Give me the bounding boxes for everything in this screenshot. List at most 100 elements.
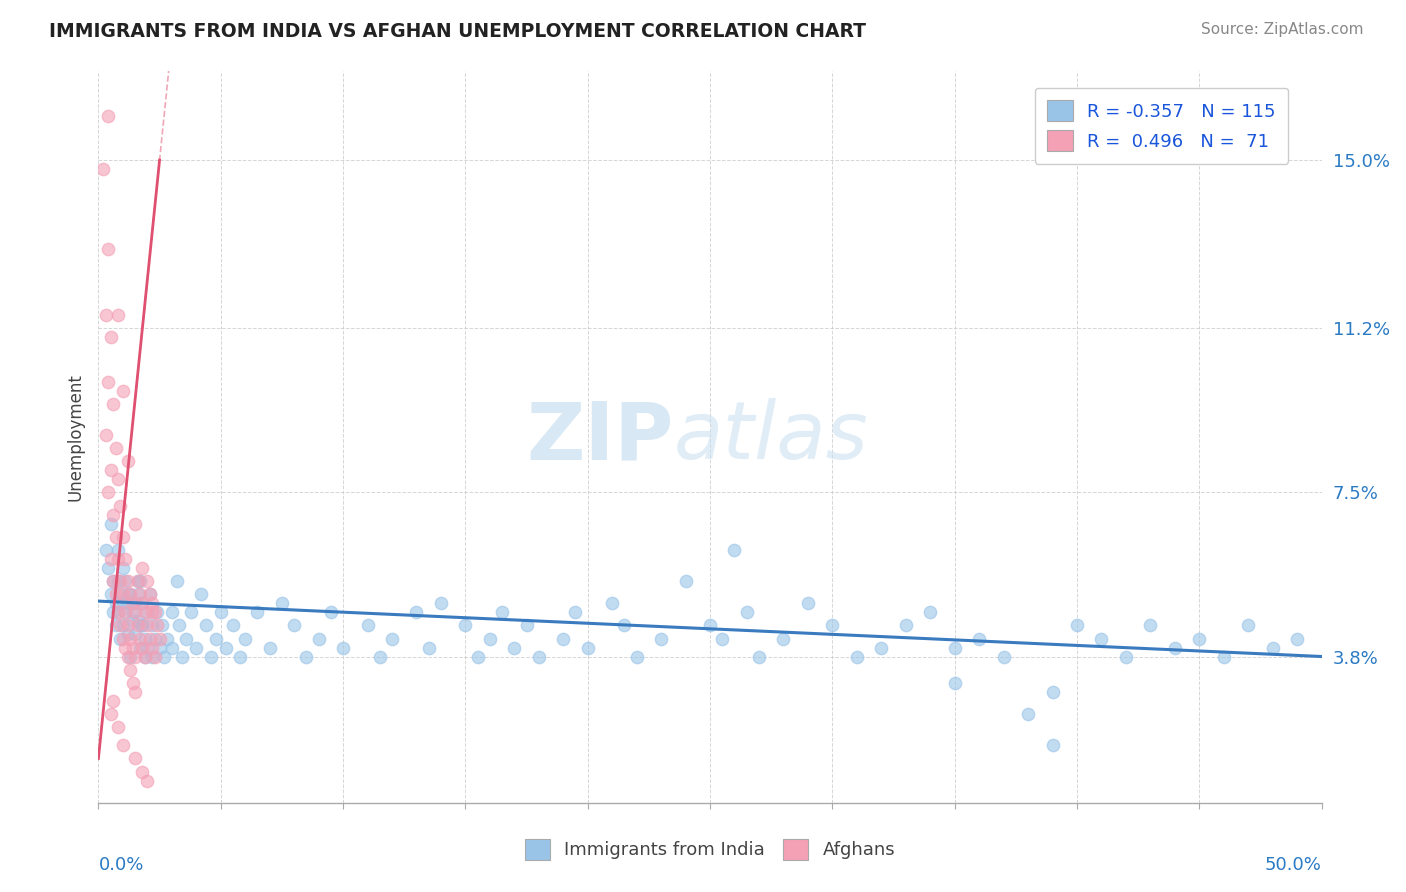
Point <box>134 649 156 664</box>
Point <box>124 596 146 610</box>
Point <box>101 508 124 522</box>
Point <box>295 649 318 664</box>
Point <box>1017 707 1039 722</box>
Point <box>1188 632 1211 646</box>
Point <box>124 685 146 699</box>
Point <box>129 574 152 589</box>
Point <box>553 632 575 646</box>
Point <box>107 605 129 619</box>
Point <box>190 587 212 601</box>
Point <box>131 618 153 632</box>
Point <box>100 587 122 601</box>
Point <box>134 605 156 619</box>
Point <box>1164 640 1187 655</box>
Point <box>141 605 163 619</box>
Point <box>943 676 966 690</box>
Point <box>356 618 378 632</box>
Point <box>110 499 132 513</box>
Point <box>131 561 153 575</box>
Point <box>141 640 163 655</box>
Point <box>104 530 127 544</box>
Point <box>723 543 745 558</box>
Point <box>576 640 599 655</box>
Point <box>209 605 232 619</box>
Point <box>121 676 143 690</box>
Point <box>967 632 990 646</box>
Point <box>699 618 721 632</box>
Point <box>214 640 236 655</box>
Point <box>527 649 550 664</box>
Point <box>94 543 117 558</box>
Point <box>153 649 176 664</box>
Point <box>131 764 153 779</box>
Point <box>104 441 127 455</box>
Point <box>121 614 143 628</box>
Point <box>1042 738 1064 752</box>
Point <box>1286 632 1309 646</box>
Point <box>107 605 129 619</box>
Point <box>920 605 942 619</box>
Point <box>613 618 636 632</box>
Point <box>91 161 114 176</box>
Point <box>107 472 129 486</box>
Point <box>131 596 153 610</box>
Point <box>1237 618 1260 632</box>
Point <box>110 632 132 646</box>
Point <box>478 632 501 646</box>
Point <box>101 397 124 411</box>
Point <box>97 485 120 500</box>
Point <box>97 242 120 256</box>
Point <box>94 428 117 442</box>
Point <box>141 618 163 632</box>
Point <box>124 627 146 641</box>
Y-axis label: Unemployment: Unemployment <box>66 373 84 501</box>
Point <box>114 552 136 566</box>
Point <box>117 454 139 468</box>
Point <box>97 375 120 389</box>
Point <box>129 640 152 655</box>
Point <box>180 605 202 619</box>
Point <box>136 605 159 619</box>
Point <box>124 516 146 531</box>
Point <box>143 649 166 664</box>
Point <box>120 663 142 677</box>
Point <box>111 587 134 601</box>
Text: ZIP: ZIP <box>526 398 673 476</box>
Point <box>114 605 136 619</box>
Point <box>176 632 198 646</box>
Point <box>107 574 129 589</box>
Point <box>515 618 537 632</box>
Point <box>111 596 134 610</box>
Point <box>283 618 305 632</box>
Point <box>97 109 120 123</box>
Point <box>160 640 183 655</box>
Point <box>124 605 146 619</box>
Point <box>156 632 179 646</box>
Point <box>127 618 149 632</box>
Point <box>405 605 427 619</box>
Point <box>259 640 281 655</box>
Point <box>772 632 794 646</box>
Point <box>107 721 129 735</box>
Point <box>246 605 269 619</box>
Point <box>167 618 190 632</box>
Point <box>600 596 623 610</box>
Point <box>149 640 172 655</box>
Point <box>107 308 129 322</box>
Point <box>160 605 183 619</box>
Point <box>319 605 342 619</box>
Legend: Immigrants from India, Afghans: Immigrants from India, Afghans <box>517 831 903 867</box>
Point <box>120 632 142 646</box>
Point <box>894 618 917 632</box>
Point <box>1042 685 1064 699</box>
Point <box>131 640 153 655</box>
Point <box>136 773 159 788</box>
Point <box>564 605 586 619</box>
Point <box>308 632 330 646</box>
Point <box>1261 640 1284 655</box>
Point <box>97 561 120 575</box>
Point <box>111 384 134 398</box>
Point <box>101 574 124 589</box>
Point <box>101 605 124 619</box>
Point <box>139 587 162 601</box>
